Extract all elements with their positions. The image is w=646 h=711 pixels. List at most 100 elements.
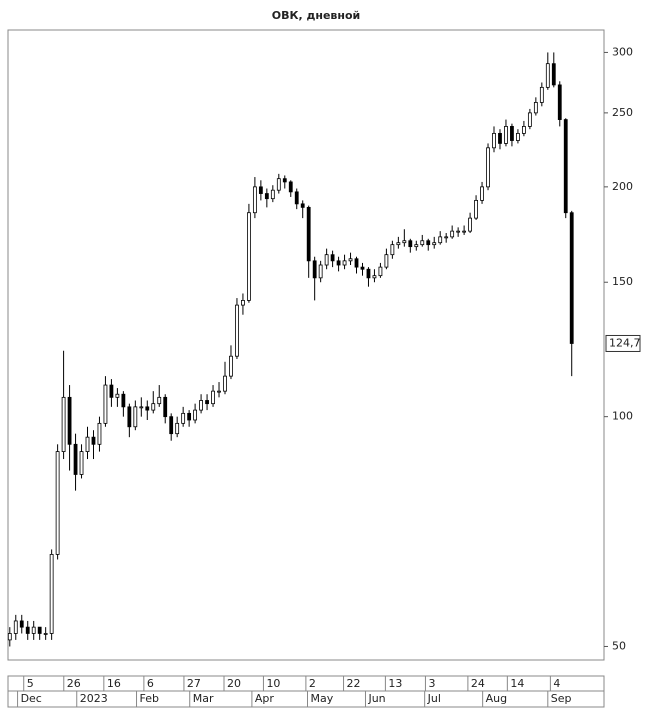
candle-body — [109, 384, 114, 398]
candle-body — [426, 240, 431, 246]
month-label: Dec — [21, 692, 42, 705]
candle-body — [480, 186, 484, 201]
candle-body — [486, 147, 490, 188]
candle-body — [551, 63, 556, 86]
x-tick-label: 2 — [309, 677, 316, 690]
candle-body — [384, 254, 389, 268]
month-label: Apr — [255, 692, 275, 705]
candle-body — [378, 266, 383, 277]
candle-body — [115, 393, 120, 398]
month-label: 2023 — [80, 692, 108, 705]
candle-body — [557, 84, 562, 120]
candle-body — [264, 193, 269, 200]
candle-body — [366, 268, 371, 279]
last-price-label: 124,7 — [609, 336, 641, 349]
candle-body — [175, 422, 180, 435]
candle-body — [157, 396, 162, 405]
candle-body — [270, 189, 275, 200]
x-tick-label: 13 — [388, 677, 402, 690]
candle-body — [390, 244, 395, 256]
candle-body — [187, 412, 192, 421]
y-tick-label: 300 — [612, 45, 633, 58]
candle-body — [282, 178, 287, 183]
candle-body — [300, 203, 305, 208]
candle-body — [121, 393, 126, 408]
candle-body — [43, 633, 48, 635]
chart-title: ОВК, дневной — [272, 9, 361, 22]
candle-body — [468, 217, 472, 232]
y-tick-label: 150 — [612, 275, 633, 288]
candle-body — [444, 236, 449, 239]
x-tick-label: 26 — [67, 677, 81, 690]
month-label: Mar — [193, 692, 214, 705]
month-label: Aug — [486, 692, 507, 705]
candle-body — [151, 403, 156, 411]
last-price-box — [605, 334, 641, 352]
month-label: Jun — [367, 692, 385, 705]
candle-body — [354, 258, 359, 268]
candle-body — [438, 236, 443, 244]
candle-body — [396, 242, 401, 246]
candle-body — [229, 355, 233, 377]
candle-body — [37, 626, 42, 634]
month-label: Sep — [551, 692, 572, 705]
candle-body — [312, 260, 317, 279]
candle-body — [31, 626, 36, 634]
candle-body — [217, 390, 221, 393]
x-tick-label: 22 — [347, 677, 361, 690]
candle-body — [133, 406, 138, 428]
candle-body — [61, 396, 66, 452]
candle-body — [569, 212, 574, 344]
candle-body — [563, 119, 568, 214]
candle-body — [420, 240, 425, 246]
candle-body — [247, 212, 251, 301]
candle-body — [145, 406, 150, 411]
candle-body — [330, 254, 335, 262]
candle-body — [450, 230, 455, 238]
candle-body — [205, 400, 209, 405]
candle-body — [462, 230, 467, 233]
candle-body — [181, 412, 186, 424]
candle-body — [127, 406, 132, 428]
candle-body — [79, 451, 84, 475]
y-tick-label: 50 — [612, 639, 626, 652]
candle-body — [252, 186, 257, 214]
candle-body — [67, 396, 72, 445]
candle-body — [516, 132, 520, 141]
candle-body — [55, 451, 60, 555]
candle-body — [223, 375, 227, 392]
candle-body — [533, 102, 538, 114]
candle-body — [545, 63, 550, 88]
x-tick-label: 27 — [187, 677, 201, 690]
candle-body — [348, 258, 353, 262]
x-tick-label: 16 — [107, 677, 121, 690]
candle-body — [527, 112, 532, 127]
candle-body — [19, 620, 24, 628]
candle-body — [498, 132, 502, 144]
candle-body — [73, 443, 78, 475]
candle-body — [241, 300, 245, 306]
x-tick-label: 10 — [266, 677, 280, 690]
candle-body — [474, 199, 478, 219]
candle-body — [288, 181, 293, 193]
candle-body — [456, 230, 461, 233]
candle-body — [163, 396, 168, 418]
candle-body — [360, 266, 365, 270]
x-tick-label: 14 — [510, 677, 524, 690]
candle-body — [258, 186, 263, 194]
candle-body — [169, 416, 174, 435]
y-tick-label: 200 — [612, 180, 633, 193]
candle-body — [211, 390, 215, 405]
candle-body — [504, 126, 508, 144]
x-tick-label: 6 — [147, 677, 154, 690]
y-tick-label: 250 — [612, 106, 633, 119]
month-label: Feb — [140, 692, 159, 705]
candle-body — [199, 400, 203, 411]
candle-body — [402, 240, 407, 244]
candle-body — [193, 409, 198, 421]
candle-body — [432, 242, 437, 246]
candle-body — [336, 260, 341, 266]
x-tick-label: 3 — [428, 677, 435, 690]
